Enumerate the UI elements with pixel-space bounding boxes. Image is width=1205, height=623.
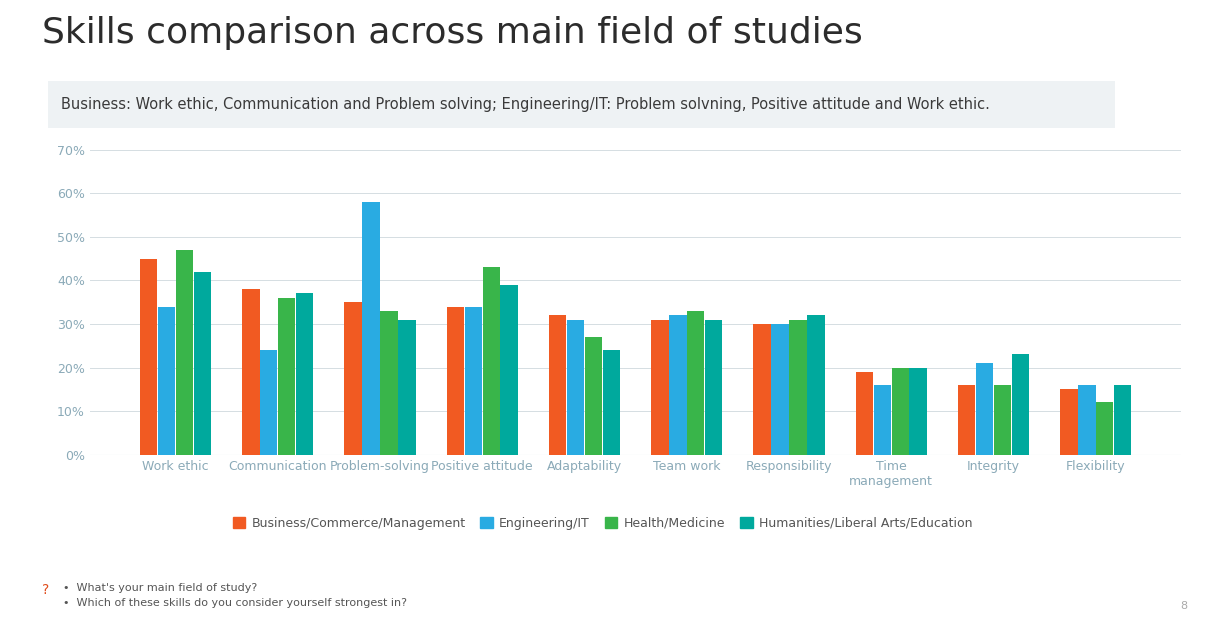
- Bar: [771, 324, 789, 455]
- Bar: [669, 315, 687, 455]
- Bar: [381, 311, 398, 455]
- Bar: [500, 285, 518, 455]
- Bar: [687, 311, 705, 455]
- Bar: [753, 324, 771, 455]
- Bar: [465, 307, 482, 455]
- Bar: [296, 293, 313, 455]
- Bar: [789, 320, 806, 455]
- Bar: [566, 320, 584, 455]
- Bar: [278, 298, 295, 455]
- Bar: [260, 350, 277, 455]
- Bar: [176, 250, 193, 455]
- Bar: [158, 307, 175, 455]
- Bar: [807, 315, 824, 455]
- Bar: [584, 337, 602, 455]
- Bar: [705, 320, 722, 455]
- Bar: [1060, 389, 1077, 455]
- Bar: [994, 385, 1011, 455]
- Text: Skills comparison across main field of studies: Skills comparison across main field of s…: [42, 16, 863, 50]
- Bar: [874, 385, 890, 455]
- Text: •  What's your main field of study?
•  Which of these skills do you consider you: • What's your main field of study? • Whi…: [63, 583, 406, 608]
- Bar: [1078, 385, 1095, 455]
- Bar: [651, 320, 669, 455]
- Bar: [1113, 385, 1131, 455]
- Bar: [447, 307, 464, 455]
- Text: 8: 8: [1180, 601, 1187, 611]
- Bar: [1012, 354, 1029, 455]
- Bar: [910, 368, 927, 455]
- Bar: [140, 259, 158, 455]
- Bar: [602, 350, 621, 455]
- Bar: [549, 315, 566, 455]
- Bar: [482, 267, 500, 455]
- Bar: [976, 363, 993, 455]
- Bar: [363, 202, 380, 455]
- Text: Business: Work ethic, Communication and Problem solving; Engineering/IT: Problem: Business: Work ethic, Communication and …: [61, 97, 989, 112]
- Bar: [398, 320, 416, 455]
- Bar: [242, 289, 259, 455]
- Bar: [892, 368, 909, 455]
- Bar: [1097, 402, 1113, 455]
- Bar: [194, 272, 211, 455]
- Legend: Business/Commerce/Management, Engineering/IT, Health/Medicine, Humanities/Libera: Business/Commerce/Management, Engineerin…: [228, 512, 977, 535]
- Text: ?: ?: [42, 583, 49, 596]
- Bar: [958, 385, 975, 455]
- Bar: [345, 302, 362, 455]
- Bar: [856, 372, 874, 455]
